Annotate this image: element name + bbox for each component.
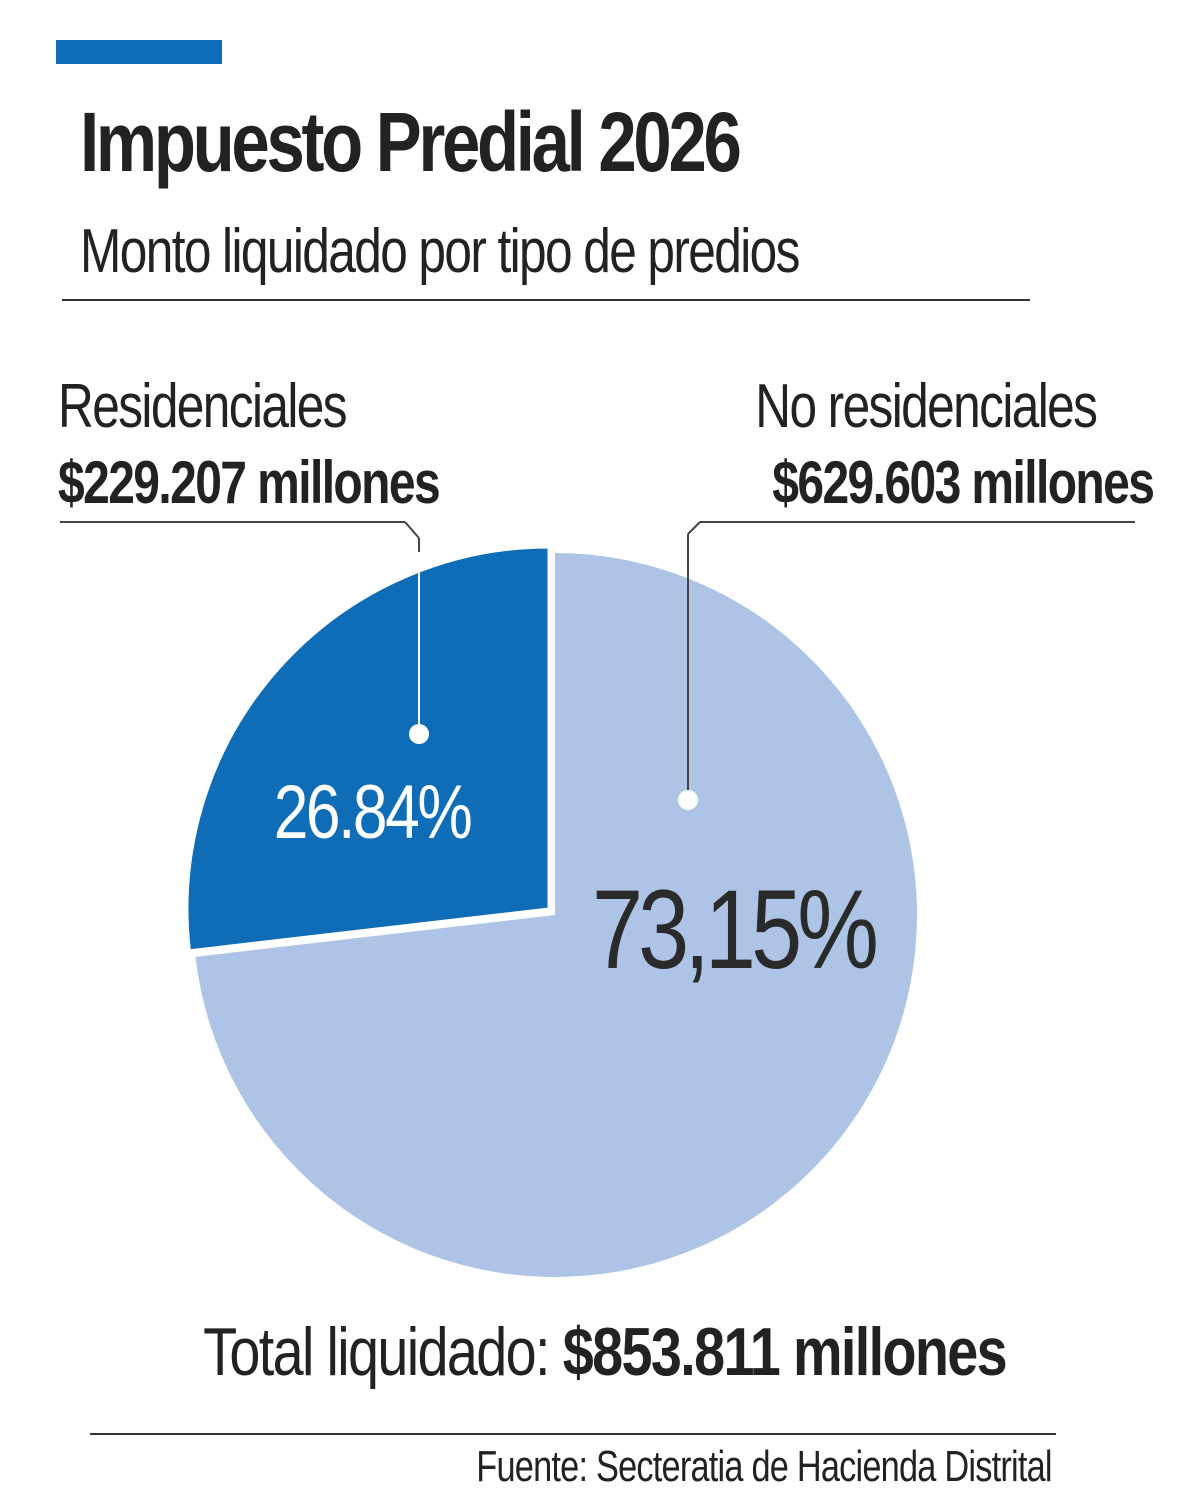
label-no-residenciales: No residenciales [754,372,1098,441]
source-note: Fuente: Secteratia de Hacienda Distrital [476,1442,1053,1491]
leader-line-residenciales [60,521,420,734]
total-liquidado: Total liquidado: $853.811 millones [0,1312,1200,1392]
leader-dot-no-residenciales [678,790,698,810]
label-residenciales: Residenciales [58,372,348,441]
chart-title: Impuesto Predial 2026 [80,95,742,189]
value-residenciales: $229.207 millones [58,449,441,516]
accent-bar [56,40,222,64]
footer-divider [90,1433,1056,1435]
header-divider [62,299,1030,301]
chart-subtitle: Monto liquidado por tipo de predios [80,217,800,286]
value-no-residenciales: $629.603 millones [771,449,1155,516]
pie-slice-no-residenciales [195,553,917,1277]
leader-dot-residenciales [409,724,429,744]
percent-label-no-residenciales: 73,15% [592,866,876,992]
pie-slice-residenciales [185,545,551,953]
percent-label-residenciales: 26.84% [274,769,471,854]
leader-line-no-residenciales [687,521,1135,800]
total-value: $853.811 millones [563,1314,1008,1390]
total-label: Total liquidado: [203,1314,551,1390]
